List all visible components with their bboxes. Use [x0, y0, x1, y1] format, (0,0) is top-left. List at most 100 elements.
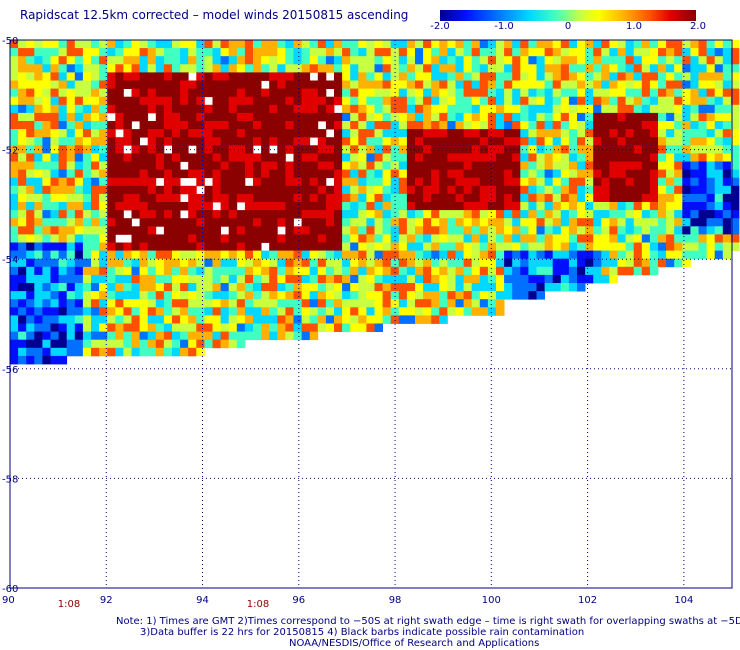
swath-cell: [512, 56, 521, 65]
swath-cell: [520, 266, 529, 276]
swath-cell: [568, 48, 578, 57]
swath-cell: [123, 64, 132, 73]
swath-cell: [301, 185, 311, 195]
swath-cell: [293, 72, 302, 81]
swath-cell: [34, 210, 43, 219]
swath-cell: [374, 185, 383, 195]
swath-cell: [26, 339, 35, 349]
swath-cell: [382, 153, 392, 162]
swath-cell: [204, 291, 213, 300]
swath-cell: [706, 169, 716, 179]
swath-cell: [415, 137, 424, 146]
swath-cell: [244, 96, 254, 106]
swath-cell: [74, 274, 84, 284]
swath-cell: [325, 104, 335, 114]
swath-cell: [58, 307, 68, 316]
swath-cell: [487, 250, 497, 260]
swath-cell: [244, 48, 254, 57]
swath-cell: [730, 145, 740, 154]
swath-cell: [520, 169, 529, 179]
swath-cell: [528, 185, 537, 195]
swath-cell: [244, 88, 254, 98]
swath-cell: [617, 218, 626, 227]
swath-cell: [593, 112, 602, 122]
swath-cell: [172, 161, 181, 170]
swath-cell: [536, 234, 545, 243]
swath-cell: [325, 315, 335, 324]
swath-cell: [552, 80, 562, 89]
swath-cell: [641, 137, 651, 146]
swath-cell: [18, 307, 27, 316]
swath-cell: [471, 72, 481, 81]
swath-cell: [641, 121, 651, 130]
swath-cell: [66, 347, 76, 357]
swath-cell: [342, 202, 351, 211]
swath-cell: [447, 177, 456, 187]
swath-cell: [536, 137, 545, 146]
swath-cell: [301, 161, 311, 170]
swath-cell: [147, 40, 157, 49]
swath-cell: [520, 129, 529, 138]
swath-cell: [471, 88, 481, 98]
swath-cell: [471, 299, 481, 308]
swath-cell: [682, 96, 691, 106]
swath-cell: [66, 193, 76, 203]
swath-cell: [714, 202, 724, 211]
swath-cell: [163, 258, 173, 268]
swath-cell: [398, 177, 408, 187]
swath-cell: [58, 121, 68, 130]
swath-cell: [415, 258, 424, 268]
swath-cell: [431, 64, 440, 73]
swath-cell: [244, 153, 254, 162]
swath-cell: [544, 161, 554, 170]
swath-cell: [447, 153, 456, 162]
swath-cell: [244, 210, 254, 219]
swath-cell: [204, 266, 213, 276]
swath-cell: [107, 226, 116, 235]
swath-cell: [536, 104, 545, 114]
swath-cell: [115, 323, 124, 332]
swath-cell: [309, 307, 319, 316]
swath-cell: [204, 218, 213, 227]
swath-cell: [204, 153, 213, 162]
swath-cell: [301, 218, 311, 227]
swath-cell: [536, 185, 545, 195]
swath-cell: [139, 210, 149, 219]
swath-cell: [617, 121, 626, 130]
swath-cell: [601, 48, 610, 57]
swath-cell: [682, 250, 691, 260]
swath-cell: [172, 72, 181, 81]
swath-cell: [496, 250, 505, 260]
swath-cell: [423, 315, 432, 324]
swath-cell: [455, 299, 464, 308]
swath-cell: [585, 40, 594, 49]
swath-cell: [10, 299, 19, 308]
swath-cell: [139, 72, 149, 81]
swath-cell: [212, 307, 221, 316]
swath-cell: [196, 315, 205, 324]
swath-cell: [601, 226, 610, 235]
swath-cell: [463, 274, 473, 284]
swath-cell: [261, 250, 270, 260]
swath-cell: [261, 274, 270, 284]
swath-cell: [666, 121, 675, 130]
swath-cell: [58, 258, 68, 268]
swath-cell: [115, 242, 124, 251]
swath-cell: [649, 193, 659, 203]
swath-cell: [10, 161, 19, 170]
swath-cell: [317, 250, 327, 260]
swath-cell: [528, 274, 537, 284]
swath-cell: [91, 56, 100, 65]
swath-cell: [212, 266, 221, 276]
swath-cell: [82, 121, 92, 130]
swath-cell: [309, 185, 319, 195]
swath-cell: [309, 121, 319, 130]
swath-cell: [641, 218, 651, 227]
swath-cell: [34, 96, 43, 106]
swath-cell: [253, 331, 262, 341]
swath-cell: [520, 96, 529, 106]
swath-cell: [358, 291, 367, 300]
swath-cell: [455, 234, 464, 243]
swath-cell: [674, 121, 683, 130]
swath-cell: [293, 112, 302, 122]
